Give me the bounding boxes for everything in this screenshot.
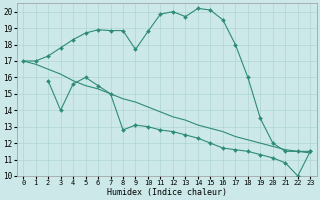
X-axis label: Humidex (Indice chaleur): Humidex (Indice chaleur) <box>107 188 227 197</box>
